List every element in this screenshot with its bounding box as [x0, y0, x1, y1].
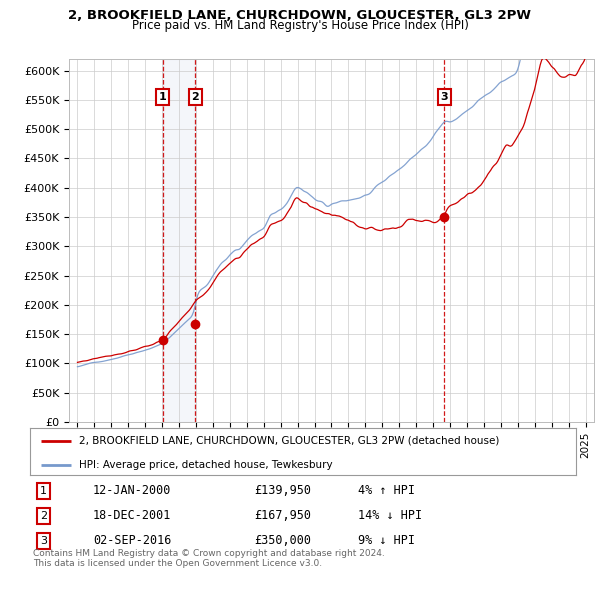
Text: 2, BROOKFIELD LANE, CHURCHDOWN, GLOUCESTER, GL3 2PW (detached house): 2, BROOKFIELD LANE, CHURCHDOWN, GLOUCEST… [79, 436, 500, 446]
Bar [163, 59, 196, 422]
Text: 2, BROOKFIELD LANE, CHURCHDOWN, GLOUCESTER, GL3 2PW: 2, BROOKFIELD LANE, CHURCHDOWN, GLOUCEST… [68, 9, 532, 22]
Text: Price paid vs. HM Land Registry's House Price Index (HPI): Price paid vs. HM Land Registry's House … [131, 19, 469, 32]
Text: This data is licensed under the Open Government Licence v3.0.: This data is licensed under the Open Gov… [33, 559, 322, 568]
Text: 4% ↑ HPI: 4% ↑ HPI [358, 484, 415, 497]
Text: 9% ↓ HPI: 9% ↓ HPI [358, 535, 415, 548]
Text: 1: 1 [40, 486, 47, 496]
Text: 18-DEC-2001: 18-DEC-2001 [93, 509, 171, 522]
Text: 2: 2 [191, 92, 199, 102]
Text: 2: 2 [40, 511, 47, 521]
Text: 14% ↓ HPI: 14% ↓ HPI [358, 509, 422, 522]
Text: 3: 3 [40, 536, 47, 546]
Text: 12-JAN-2000: 12-JAN-2000 [93, 484, 171, 497]
Text: £139,950: £139,950 [254, 484, 311, 497]
Text: 3: 3 [440, 92, 448, 102]
Text: HPI: Average price, detached house, Tewkesbury: HPI: Average price, detached house, Tewk… [79, 460, 333, 470]
Text: £167,950: £167,950 [254, 509, 311, 522]
Text: 02-SEP-2016: 02-SEP-2016 [93, 535, 171, 548]
Text: 1: 1 [159, 92, 167, 102]
Text: £350,000: £350,000 [254, 535, 311, 548]
Text: Contains HM Land Registry data © Crown copyright and database right 2024.: Contains HM Land Registry data © Crown c… [33, 549, 385, 558]
